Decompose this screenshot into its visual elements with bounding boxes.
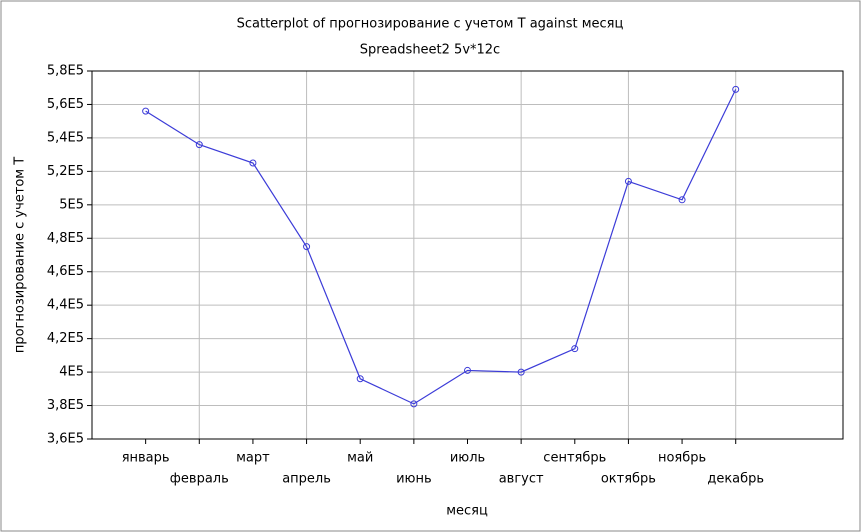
y-tick-label: 5,2E5 bbox=[47, 164, 84, 179]
y-tick-label: 3,6E5 bbox=[47, 432, 84, 447]
y-tick-label: 3,8E5 bbox=[47, 398, 84, 413]
data-point bbox=[517, 368, 525, 376]
y-tick-label: 4,4E5 bbox=[47, 298, 84, 313]
data-point bbox=[678, 196, 686, 204]
data-point bbox=[571, 345, 579, 353]
data-point bbox=[249, 159, 257, 167]
y-tick-label: 4E5 bbox=[59, 365, 84, 380]
data-line bbox=[145, 89, 737, 405]
y-tick-label: 4,6E5 bbox=[47, 264, 84, 279]
data-point bbox=[464, 366, 471, 374]
x-tick-label: апрель bbox=[282, 472, 331, 487]
x-tick-label: июнь bbox=[396, 472, 432, 487]
x-tick-label: октябрь bbox=[601, 472, 656, 487]
x-tick-label: июль bbox=[450, 451, 485, 466]
x-tick-label: сентябрь bbox=[543, 451, 606, 466]
y-axis-label: прогнозирование с учетом Т bbox=[13, 157, 28, 353]
data-point bbox=[303, 243, 311, 251]
y-tick-label: 4,2E5 bbox=[47, 331, 84, 346]
chart-subtitle: Spreadsheet2 5v*12c bbox=[360, 43, 500, 58]
data-point bbox=[624, 177, 632, 185]
data-point bbox=[356, 375, 364, 383]
y-tick-label: 5,4E5 bbox=[47, 130, 84, 145]
y-tick-label: 5,6E5 bbox=[47, 97, 84, 112]
data-point bbox=[142, 107, 150, 115]
y-tick-label: 4,8E5 bbox=[47, 231, 84, 246]
x-tick-label: март bbox=[236, 451, 270, 466]
x-tick-label: декабрь bbox=[707, 472, 764, 487]
data-point bbox=[195, 141, 203, 149]
y-tick-label: 5E5 bbox=[59, 197, 84, 212]
y-tick-label: 5,8E5 bbox=[47, 64, 84, 79]
chart-title: Scatterplot of прогнозирование с учетом … bbox=[237, 17, 624, 32]
x-tick-label: февраль bbox=[170, 472, 229, 487]
x-tick-label: ноябрь bbox=[658, 451, 706, 466]
data-point bbox=[410, 400, 418, 408]
x-axis-label: месяц bbox=[446, 504, 488, 519]
x-tick-label: август bbox=[499, 472, 544, 487]
x-tick-label: май bbox=[347, 451, 373, 466]
x-tick-label: январь bbox=[122, 451, 170, 466]
data-point bbox=[732, 85, 740, 93]
